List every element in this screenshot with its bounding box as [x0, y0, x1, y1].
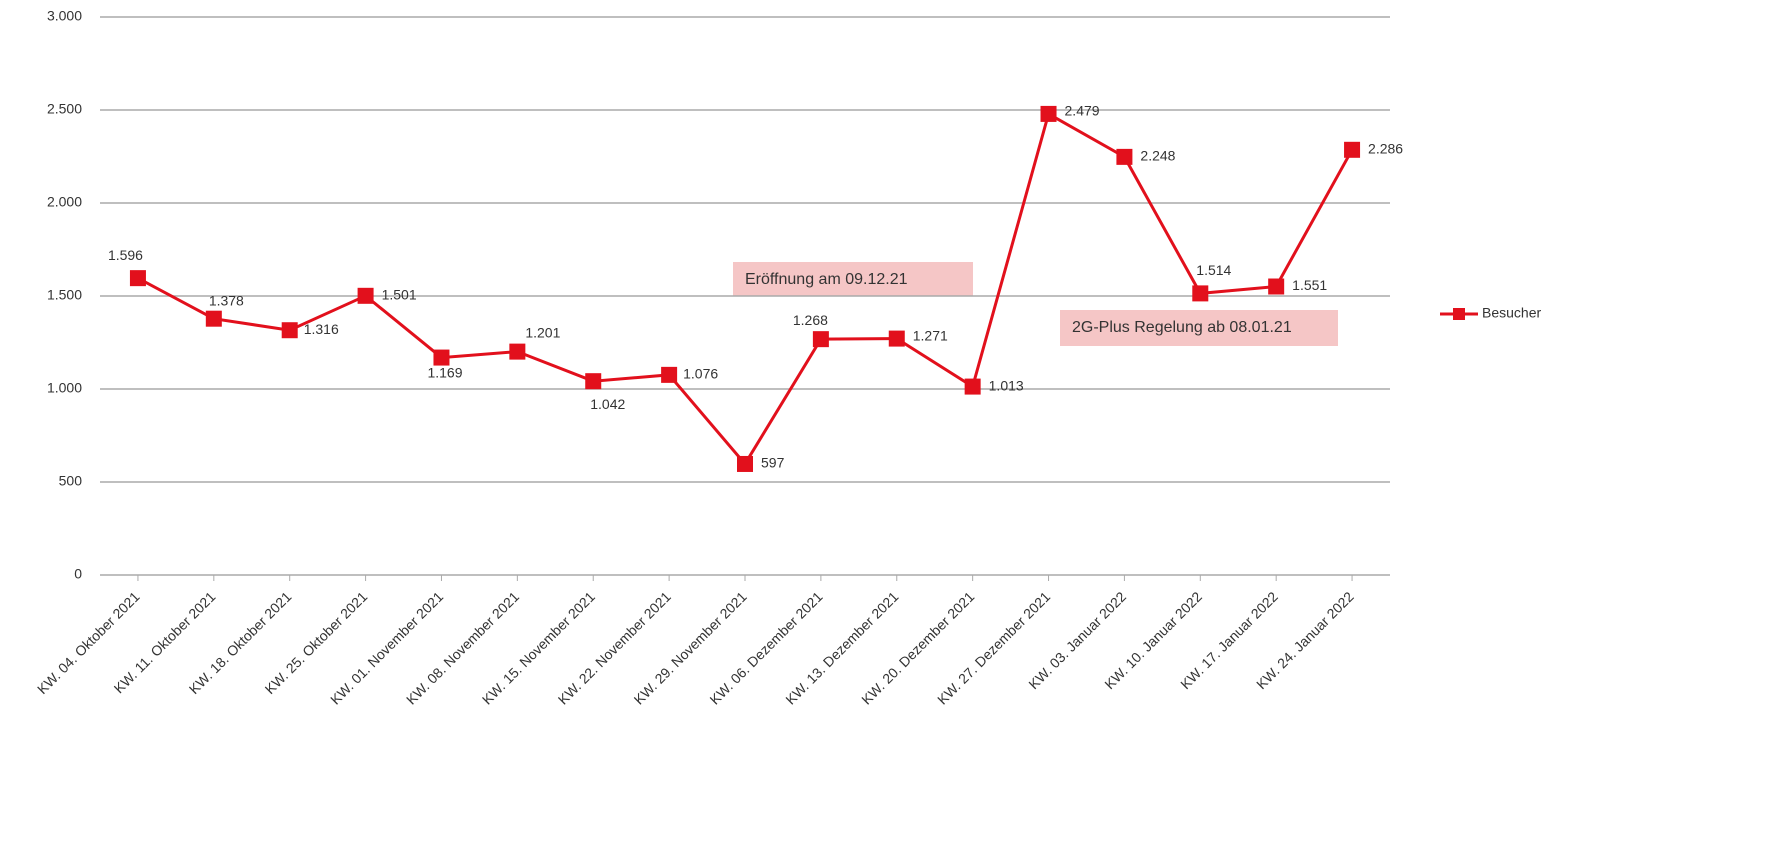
marker: [812, 331, 829, 348]
y-tick-label: 3.000: [47, 8, 82, 24]
annotation-box: [1060, 310, 1338, 346]
annotation: Eröffnung am 09.12.21: [745, 271, 908, 288]
marker: [964, 378, 981, 395]
marker: [1116, 148, 1133, 165]
data-label: 1.514: [1196, 262, 1231, 278]
marker: [509, 343, 526, 360]
marker: [205, 310, 222, 327]
data-label: 2.479: [1065, 103, 1100, 119]
data-label: 1.596: [108, 247, 143, 263]
y-tick-label: 1.000: [47, 380, 82, 396]
marker: [737, 455, 753, 472]
y-tick-label: 1.500: [47, 287, 82, 303]
marker: [661, 366, 678, 383]
y-tick-label: 2.000: [47, 194, 82, 210]
marker: [357, 287, 374, 304]
data-label: 1.271: [913, 327, 948, 343]
data-label: 1.268: [793, 312, 828, 328]
data-label: 1.013: [989, 377, 1024, 393]
data-label: 1.201: [525, 324, 560, 340]
data-label: 1.378: [209, 292, 244, 308]
marker: [433, 349, 450, 366]
marker: [1268, 278, 1285, 295]
data-label: 597: [761, 455, 785, 471]
annotation: 2G-Plus Regelung ab 08.01.21: [1072, 319, 1292, 336]
data-label: 2.286: [1368, 141, 1403, 157]
y-tick-label: 500: [59, 473, 83, 489]
annotation-box: [733, 262, 973, 296]
marker: [585, 373, 602, 390]
marker: [129, 270, 146, 287]
y-tick-label: 0: [74, 566, 82, 582]
marker: [281, 322, 298, 339]
marker: [1192, 285, 1209, 302]
data-label: 2.248: [1140, 148, 1175, 164]
data-label: 1.076: [683, 366, 718, 382]
marker: [888, 330, 905, 347]
data-label: 1.501: [382, 287, 417, 303]
legend-label: Besucher: [1482, 305, 1541, 321]
marker: [1344, 141, 1361, 158]
legend-marker: [1453, 308, 1465, 320]
data-label: 1.042: [590, 396, 625, 412]
data-label: 1.551: [1292, 277, 1327, 293]
data-label: 1.169: [427, 364, 462, 380]
y-tick-label: 2.500: [47, 101, 82, 117]
data-label: 1.316: [304, 321, 339, 337]
marker: [1040, 105, 1057, 122]
